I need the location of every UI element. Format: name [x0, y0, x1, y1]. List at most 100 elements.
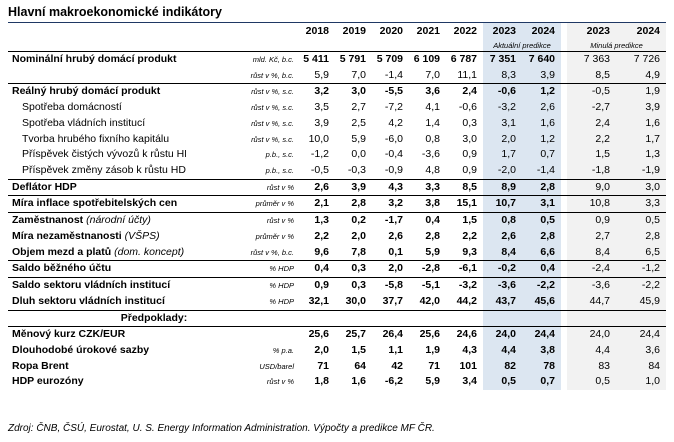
row-label: Deflátor HDP [8, 178, 186, 196]
value-cell: 2,8 [425, 229, 440, 242]
row-label-note: (národní účty) [86, 214, 151, 227]
value-cell: -6,1 [446, 260, 483, 278]
prev-value-cell: 6,5 [616, 244, 666, 261]
row-unit: růst v % [186, 178, 298, 196]
row-label-text: Míra inflace spotřebitelských cen [12, 197, 178, 210]
value-cell: 1,4 [425, 116, 440, 129]
table-row: Nominální hrubý domácí produkt mld. Kč, b… [8, 50, 666, 68]
header-year: 2022 [453, 25, 477, 37]
value-cell: 8,9 [483, 178, 522, 196]
value-cell: 10,7 [483, 195, 522, 213]
header-prev-year: 2023 [567, 23, 616, 40]
value-cell [409, 309, 446, 327]
row-unit: % HDP [186, 293, 298, 311]
row-label: Nominální hrubý domácí produkt [8, 50, 186, 68]
prev-value-cell: 24,4 [616, 326, 666, 343]
value-cell: 0,5 [483, 374, 522, 391]
value-cell: 0,9 [298, 277, 335, 294]
value-cell: 2,8 [335, 195, 372, 213]
table-row: Zaměstnanost (národní účty) růst v % 1,3 0,… [8, 212, 666, 229]
row-unit: růst v %, s.c. [251, 103, 294, 113]
table-row: Spotřeba domácností růst v %, s.c. 3,5 2,7 -… [8, 100, 666, 116]
row-label: Objem mezd a platů (dom. koncept) [8, 245, 186, 261]
value-cell: -7,2 [384, 101, 403, 114]
value-cell: -1,2 [310, 148, 329, 161]
row-unit: % HDP [186, 277, 298, 294]
value-cell: 71 [428, 359, 440, 372]
value-cell: 30,0 [335, 293, 372, 311]
value-cell: 3,4 [462, 375, 477, 388]
row-label: HDP eurozóny [8, 374, 186, 390]
value-cell: 1,5 [351, 343, 366, 356]
value-cell: 3,6 [409, 83, 446, 101]
prev-value-cell: 84 [616, 358, 666, 375]
value-cell: 64 [354, 359, 366, 372]
row-label: Měnový kurz CZK/EUR [8, 326, 186, 343]
row-unit: růst v %, b.c. [250, 247, 294, 257]
row-label-text: Dlouhodobé úrokové sazby [12, 343, 150, 356]
row-unit: průměr v % [186, 195, 298, 213]
value-cell: 7 351 [483, 50, 522, 68]
prev-value-cell: -0,5 [567, 83, 616, 101]
value-cell: 9,6 [314, 245, 329, 258]
row-unit: růst v %, s.c. [251, 118, 294, 128]
value-cell: -3,6 [483, 277, 522, 294]
value-cell: 7,0 [351, 68, 366, 81]
prev-value-cell: -1,2 [616, 260, 666, 278]
header-year: 2024 [522, 23, 561, 40]
value-cell: 6 109 [409, 50, 446, 68]
gap [561, 50, 567, 68]
value-cell: 0,9 [462, 164, 477, 177]
row-label-text: HDP eurozóny [12, 375, 84, 388]
row-unit: růst v %, s.c. [251, 134, 294, 144]
table-row: Příspěvek změny zásob k růstu HDP p.b., s… [8, 163, 666, 180]
forecast-caption: Aktuální predikce [483, 40, 561, 52]
prev-value-cell: 4,9 [616, 67, 666, 84]
prev-value-cell: -2,7 [567, 100, 616, 116]
value-cell: 3,0 [462, 132, 477, 145]
value-cell: 1,1 [388, 343, 403, 356]
row-label-text: Dluh sektoru vládních institucí [12, 294, 165, 307]
gap [561, 83, 567, 101]
value-cell: 2,0 [483, 131, 522, 148]
row-label-text: Spotřeba vládních institucí [22, 116, 146, 129]
value-cell: 10,0 [308, 132, 329, 145]
row-label-text: Míra nezaměstnanosti [12, 229, 122, 242]
row-label-text: Saldo sektoru vládních institucí [12, 279, 171, 292]
caption-row: Aktuální predikce Minulá predikce [8, 40, 666, 52]
value-cell: 5,9 [425, 375, 440, 388]
prev-value-cell: 9,0 [567, 178, 616, 196]
value-cell: 3,9 [335, 178, 372, 196]
value-cell: -0,4 [384, 148, 403, 161]
value-cell: 5 709 [372, 50, 409, 68]
value-cell: 78 [522, 358, 561, 375]
prev-value-cell: 2,2 [567, 131, 616, 148]
value-cell: 0,4 [522, 260, 561, 278]
row-unit: % p.a. [272, 345, 294, 355]
row-label: Zaměstnanost (národní účty) [8, 212, 186, 229]
prev-value-cell [616, 309, 666, 327]
value-cell: 5,9 [351, 132, 366, 145]
value-cell: 2,0 [372, 260, 409, 278]
value-cell: 0,8 [483, 212, 522, 229]
value-cell: 1,8 [314, 375, 329, 388]
table-row: Předpoklady: [8, 309, 666, 327]
value-cell: 3,9 [314, 116, 329, 129]
value-cell: 2,1 [298, 195, 335, 213]
value-cell: 0,2 [335, 212, 372, 229]
value-cell: 8,3 [483, 67, 522, 84]
gap [561, 326, 567, 343]
prev-value-cell: -2,4 [567, 260, 616, 278]
table-row: Míra nezaměstnanosti (VŠPS) průměr v % 2,2… [8, 228, 666, 245]
header-year: 2020 [379, 25, 403, 37]
row-unit: růst v %, s.c. [186, 83, 298, 101]
prev-value-cell: 83 [567, 358, 616, 375]
row-label: Reálný hrubý domácí produkt [8, 83, 186, 101]
table-row: Příspěvek čistých vývozů k růstu HDP p.b.… [8, 147, 666, 164]
value-cell: 71 [317, 359, 329, 372]
value-cell: 2,6 [298, 178, 335, 196]
prev-value-cell: 1,6 [616, 115, 666, 132]
value-cell: 0,9 [462, 148, 477, 161]
value-cell: 4,3 [372, 178, 409, 196]
gap [561, 195, 567, 213]
